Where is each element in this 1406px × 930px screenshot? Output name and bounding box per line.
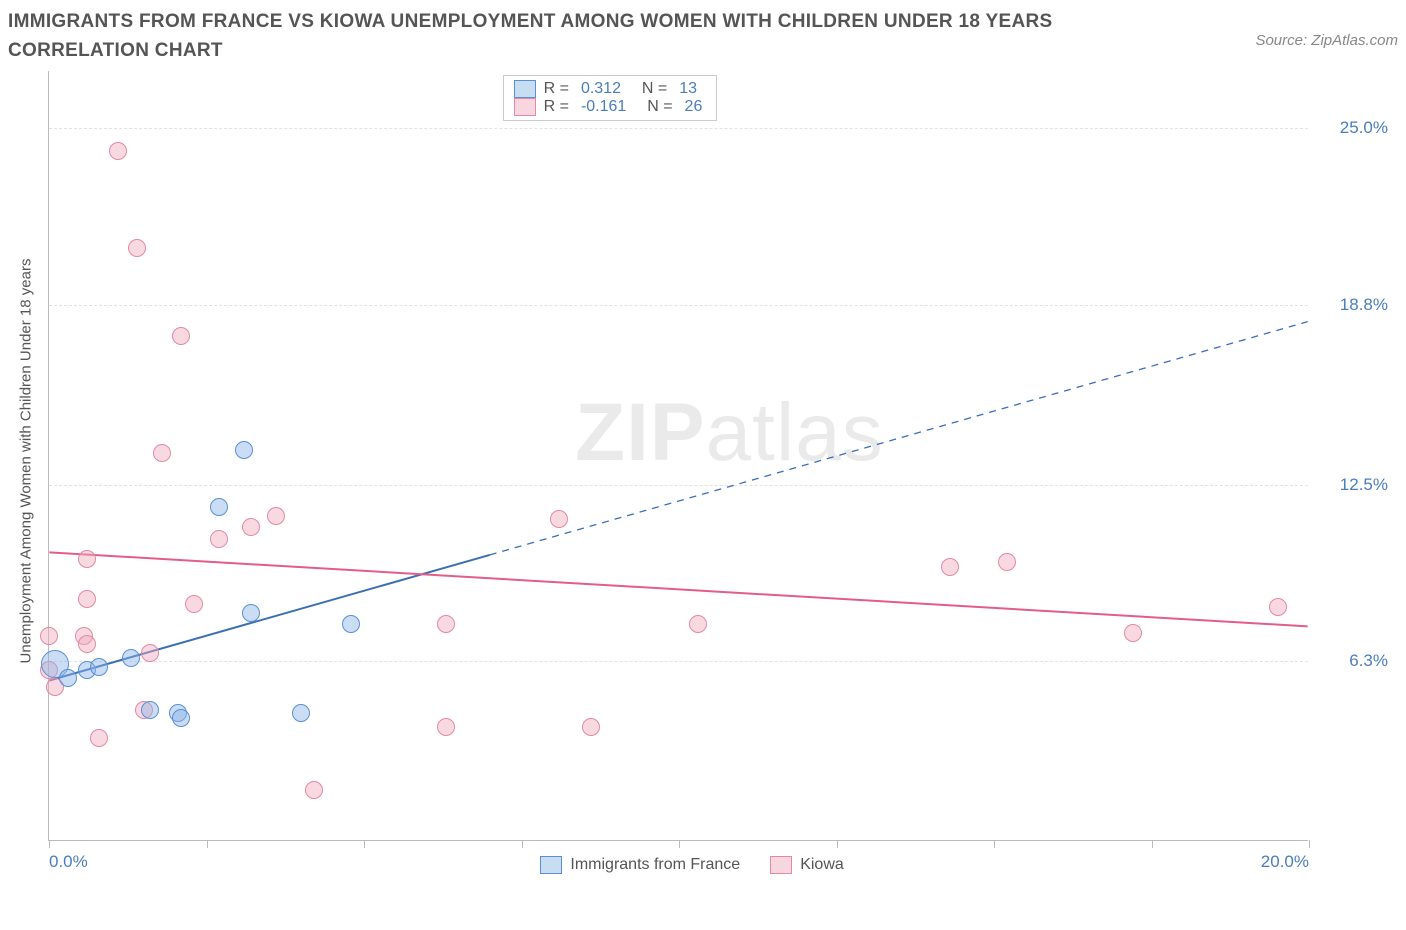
point-kiowa (185, 595, 203, 613)
point-france (242, 604, 260, 622)
point-kiowa (78, 550, 96, 568)
point-kiowa (109, 142, 127, 160)
point-france (141, 701, 159, 719)
x-tick-label: 20.0% (1261, 852, 1309, 872)
y-axis-label: Unemployment Among Women with Children U… (18, 259, 35, 664)
point-kiowa (437, 615, 455, 633)
x-tick-mark (1152, 840, 1153, 848)
point-kiowa (141, 644, 159, 662)
series-swatch (770, 856, 792, 874)
point-kiowa (582, 718, 600, 736)
series-label: Immigrants from France (570, 856, 740, 873)
y-tick-label: 18.8% (1318, 295, 1388, 315)
point-kiowa (689, 615, 707, 633)
correlation-chart: Unemployment Among Women with Children U… (8, 71, 1398, 901)
series-label: Kiowa (800, 856, 844, 873)
point-france (90, 658, 108, 676)
point-kiowa (1269, 598, 1287, 616)
legend-n-label: N = (633, 80, 667, 98)
series-legend-item: Kiowa (770, 856, 844, 874)
point-france (122, 649, 140, 667)
point-kiowa (550, 510, 568, 528)
point-kiowa (1124, 624, 1142, 642)
legend-r-value: -0.161 (577, 98, 630, 116)
point-kiowa (941, 558, 959, 576)
point-kiowa (172, 327, 190, 345)
point-france (342, 615, 360, 633)
legend-swatch (514, 80, 536, 98)
legend-r-label: R = (544, 80, 569, 98)
point-france (235, 441, 253, 459)
header: IMMIGRANTS FROM FRANCE VS KIOWA UNEMPLOY… (8, 8, 1398, 65)
chart-title: IMMIGRANTS FROM FRANCE VS KIOWA UNEMPLOY… (8, 8, 1108, 65)
x-tick-mark (207, 840, 208, 848)
legend-n-value: 13 (675, 80, 701, 98)
x-tick-mark (1309, 840, 1310, 848)
correlation-legend: R =0.312 N =13R =-0.161 N =26 (503, 75, 718, 121)
legend-n-label: N = (638, 98, 672, 116)
point-france (292, 704, 310, 722)
x-tick-mark (522, 840, 523, 848)
x-tick-label: 0.0% (49, 852, 88, 872)
point-kiowa (267, 507, 285, 525)
y-tick-label: 25.0% (1318, 118, 1388, 138)
legend-n-value: 26 (681, 98, 707, 116)
point-kiowa (78, 590, 96, 608)
series-swatch (540, 856, 562, 874)
legend-r-value: 0.312 (577, 80, 625, 98)
point-kiowa (78, 635, 96, 653)
point-france (59, 669, 77, 687)
point-kiowa (153, 444, 171, 462)
point-kiowa (210, 530, 228, 548)
x-tick-mark (49, 840, 50, 848)
legend-r-label: R = (544, 98, 569, 116)
point-kiowa (437, 718, 455, 736)
legend-row: R = -0.161 N = 26 (514, 98, 707, 116)
legend-row: R = 0.312 N = 13 (514, 80, 707, 98)
source-attribution: Source: ZipAtlas.com (1255, 32, 1398, 49)
point-france (210, 498, 228, 516)
x-tick-mark (994, 840, 995, 848)
point-kiowa (90, 729, 108, 747)
series-legend: Immigrants from France Kiowa (540, 856, 843, 874)
plot-area: 6.3%12.5%18.8%25.0%0.0%20.0%ZIPatlasR =0… (48, 71, 1308, 841)
point-kiowa (305, 781, 323, 799)
point-kiowa (242, 518, 260, 536)
point-france (172, 709, 190, 727)
trend-kiowa-solid (49, 552, 1307, 626)
x-tick-mark (837, 840, 838, 848)
y-tick-label: 6.3% (1318, 651, 1388, 671)
point-kiowa (128, 239, 146, 257)
y-tick-label: 12.5% (1318, 475, 1388, 495)
x-tick-mark (364, 840, 365, 848)
x-tick-mark (679, 840, 680, 848)
trend-france-dashed (490, 322, 1308, 555)
point-kiowa (40, 627, 58, 645)
series-legend-item: Immigrants from France (540, 856, 740, 874)
legend-swatch (514, 98, 536, 116)
point-kiowa (998, 553, 1016, 571)
